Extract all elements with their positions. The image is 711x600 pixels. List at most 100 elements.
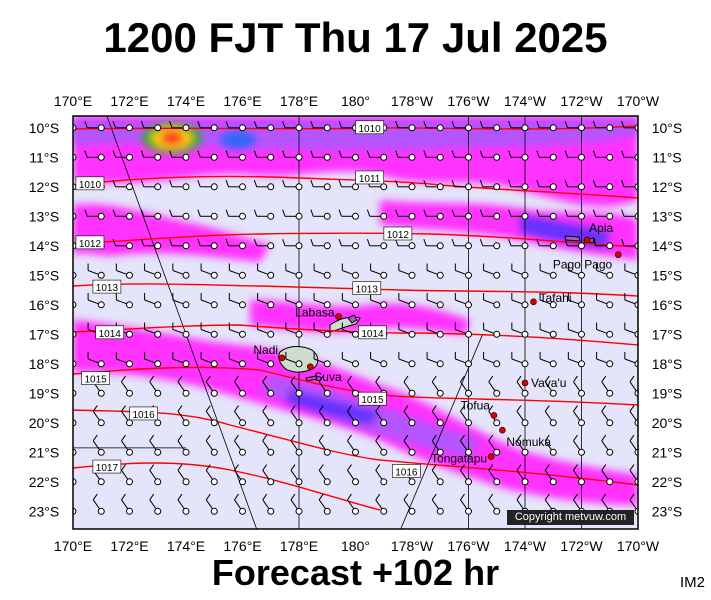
wind-barb [567,293,585,309]
wind-barb [262,464,275,486]
wind-barb [516,405,529,427]
wind-barb [544,405,557,427]
lon-tick-label: 176°W [447,93,490,109]
wind-barb [205,464,218,486]
wind-barb [403,434,416,456]
wind-barb [423,239,444,250]
wind-barb [567,322,585,338]
page-title: 1200 FJT Thu 17 Jul 2025 [103,14,608,61]
wind-barb [375,464,388,486]
wind-barb [149,493,162,515]
image-tag: IM2 [680,574,706,591]
wind-barb [225,150,246,161]
place-marker: Apia [583,221,613,244]
wind-barb [516,464,529,486]
wind-barb [460,434,472,456]
wind-barb [536,239,557,250]
wind-barb [200,263,218,279]
isobar-1017 [73,462,381,511]
wind-barb [257,322,275,338]
wind-barb [257,352,275,368]
wind-barb [479,150,501,161]
lat-tick-label: 13°S [29,208,60,224]
lon-tick-label: 180° [341,93,370,109]
wind-barb [451,121,472,132]
wind-barb [205,434,218,456]
wind-barb [596,263,614,279]
wind-barb [149,375,162,397]
isobar-label: 1017 [92,459,122,474]
wind-barb [601,405,614,427]
svg-text:1016: 1016 [395,467,418,478]
rain-band-west [73,204,270,262]
wind-barb [544,464,557,486]
wind-barb [197,239,218,250]
wind-barb [341,293,359,309]
wind-barb [398,352,416,368]
wind-barb [290,464,303,486]
wind-barb [285,322,303,338]
lon-tick-label: 170°E [54,538,92,554]
isobar-label-layer: 1010 1010 1011 1012 1012 1013 1013 1014 1014 1015… [75,120,421,478]
lat-tick-label: 10°S [29,120,60,136]
wind-barb [347,375,359,397]
place-label: Suva [314,370,342,384]
wind-barb [403,405,416,427]
forecast-hour: Forecast +102 hr [211,552,500,593]
wind-barb [144,263,162,279]
wind-barb [318,375,331,397]
isobar-1012 [73,232,638,248]
wind-barb [395,239,416,250]
wind-barb [149,434,162,456]
lat-tick-label: 23°S [29,503,60,519]
wind-barb [536,209,557,220]
place-marker: Pago Pago [553,251,622,272]
latitude-labels-left: 10°S 11°S 12°S 13°S 14°S 15°S 16°S 17°S 18°S 19°S… [29,120,60,519]
wind-barb [177,434,190,456]
wind-barb [290,493,303,515]
wind-barb [366,239,388,250]
wind-barb [121,493,133,515]
isobar-label: 1010 [75,176,105,191]
wind-barb [318,434,331,456]
isobar-1013 [73,283,638,297]
wind-barb [479,180,501,191]
wind-barb [290,375,303,397]
wind-barb [262,405,275,427]
wind-barb [257,293,275,309]
lon-tick-label: 172°W [560,93,603,109]
wind-barb [366,150,388,161]
wind-barb [479,121,501,132]
lon-tick-label: 170°W [617,538,660,554]
wind-barb [200,322,218,338]
wind-barb [426,293,444,309]
wind-barb [282,121,303,132]
lon-tick-label: 178°E [280,538,318,554]
wind-barb [290,434,303,456]
wind-barb [282,239,303,250]
isobar-1016 [73,409,638,486]
wind-barb [318,405,331,427]
svg-text:1016: 1016 [133,410,156,421]
wind-barb [347,405,359,427]
wind-barb [169,150,190,161]
wind-barb [347,493,359,515]
wind-barb [431,434,444,456]
wind-barb [234,434,246,456]
place-marker: Tofua [461,398,498,419]
wind-barb [253,209,275,220]
wind-barb [483,352,501,368]
wind-barb [112,121,133,132]
wind-barb [285,263,303,279]
wind-barb [205,493,218,515]
wind-barb [366,180,388,191]
longitude-labels-top: 170°E 172°E 174°E 176°E 178°E 180° 178°W 176°W 1… [54,93,660,109]
isobar-1015 [73,366,638,406]
wind-barb [460,464,472,486]
wind-barb [177,405,190,427]
place-marker: Nomuka [499,426,551,449]
place-label: Tongatapu [431,452,487,466]
lat-tick-label: 15°S [652,267,683,283]
lon-tick-label: 178°W [391,93,434,109]
